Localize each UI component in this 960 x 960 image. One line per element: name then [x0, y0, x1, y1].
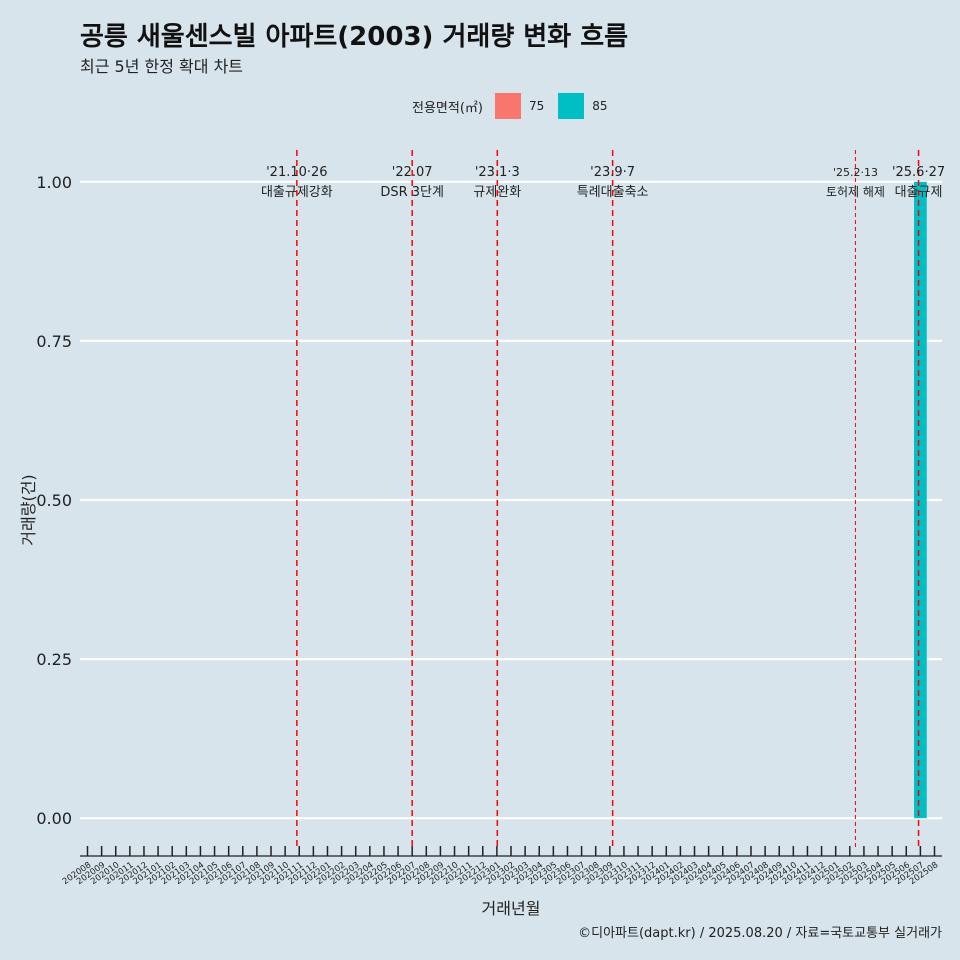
event-date: '22.07 [392, 165, 433, 180]
y-tick-label: 0.75 [36, 332, 72, 351]
legend-key-75 [494, 93, 521, 119]
bar-85 [914, 181, 927, 819]
legend-title: 전용면적(㎡) [412, 100, 483, 116]
legend-key-85 [558, 93, 585, 119]
y-tick-label: 0.00 [36, 809, 72, 828]
event-date: '23.9·7 [590, 165, 635, 180]
y-tick-label: 0.50 [36, 491, 72, 510]
event-label: 대출규제강화 [261, 185, 333, 200]
chart-title: 공릉 새울센스빌 아파트(2003) 거래량 변화 흐름 [80, 22, 629, 52]
event-date: '25.2·13 [833, 166, 878, 179]
source-caption: ©디아파트(dapt.kr) / 2025.08.20 / 자료=국토교통부 실… [578, 926, 942, 941]
x-axis-title: 거래년월 [482, 899, 541, 918]
legend: 전용면적(㎡) 75 85 [412, 93, 614, 119]
event-label: DSR 3단계 [380, 185, 444, 200]
event-date: '25.6·27 [892, 165, 945, 180]
legend-label-85: 85 [592, 99, 608, 113]
event-label: 토허제 해제 [826, 185, 885, 199]
legend-label-75: 75 [528, 99, 545, 113]
y-axis-title: 거래량(건) [19, 474, 38, 545]
event-label: 특례대출축소 [577, 185, 649, 200]
event-label: 규제완화 [473, 185, 521, 200]
event-label: 대출규제 [895, 185, 943, 200]
chart-subtitle: 최근 5년 한정 확대 차트 [80, 57, 244, 76]
event-date: '21.10·26 [266, 165, 327, 180]
y-tick-label: 0.25 [36, 650, 72, 669]
y-tick-label: 1.00 [36, 173, 72, 192]
event-date: '23.1·3 [475, 165, 520, 180]
